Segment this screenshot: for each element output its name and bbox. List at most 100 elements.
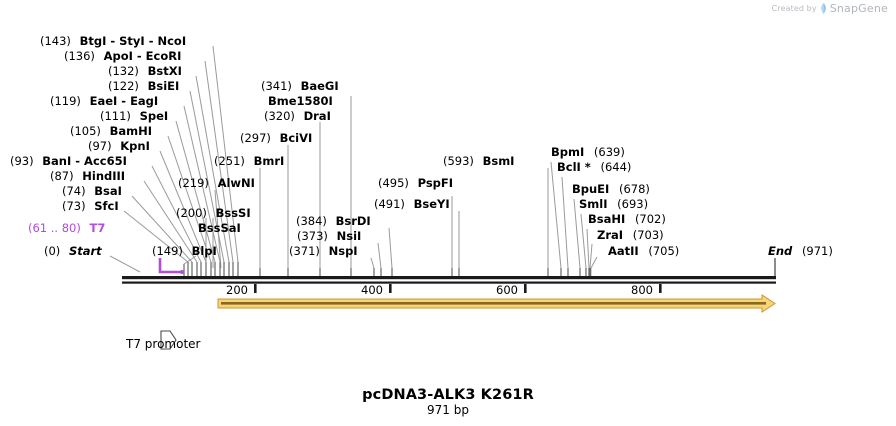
enzyme-names: ZraI bbox=[597, 228, 624, 242]
enzyme-position: (143) bbox=[40, 34, 71, 48]
leader-line bbox=[388, 227, 393, 269]
enzyme-label-693[interactable]: SmlI (693) bbox=[579, 198, 648, 210]
ruler-label-400: 400 bbox=[361, 283, 383, 297]
enzyme-label-149[interactable]: (149) BlpI bbox=[152, 245, 217, 257]
leader-line bbox=[151, 165, 202, 263]
enzyme-label-639[interactable]: BpmI (639) bbox=[551, 146, 625, 158]
enzyme-label-219[interactable]: (219) AlwNI bbox=[178, 177, 255, 189]
enzyme-label-111[interactable]: (111) SpeI bbox=[100, 110, 168, 122]
ruler-label-200: 200 bbox=[226, 283, 248, 297]
terminus-position: (971) bbox=[801, 244, 833, 258]
enzyme-label-132[interactable]: (132) BstXI bbox=[108, 65, 182, 77]
enzyme-position: (644) bbox=[600, 160, 632, 174]
enzyme-names: DraI bbox=[303, 109, 331, 123]
enzyme-label-341[interactable]: (341) BaeGI bbox=[261, 80, 339, 92]
enzyme-names: BciVI bbox=[279, 131, 313, 145]
enzyme-position: (73) bbox=[62, 199, 86, 213]
enzyme-label-371[interactable]: (371) NspI bbox=[289, 245, 358, 257]
snapgene-leaf-icon bbox=[820, 3, 827, 14]
leader-line bbox=[586, 228, 590, 269]
t7-promoter-marker[interactable] bbox=[158, 258, 184, 274]
enzyme-names: NspI bbox=[328, 244, 358, 258]
enzyme-label-73[interactable]: (73) SfcI bbox=[62, 200, 119, 212]
enzyme-position: (693) bbox=[617, 197, 649, 211]
enzyme-label-200[interactable]: (200) BssSI bbox=[176, 207, 251, 219]
leader-line bbox=[143, 180, 198, 263]
enzyme-position: (373) bbox=[297, 229, 328, 243]
leader-line bbox=[183, 105, 221, 263]
enzyme-position: (132) bbox=[108, 64, 139, 78]
enzyme-label-93[interactable]: (93) BanI - Acc65I bbox=[10, 155, 127, 167]
enzyme-position: (136) bbox=[64, 49, 95, 63]
enzyme-position: (105) bbox=[70, 124, 101, 138]
enzyme-label-122[interactable]: (122) BsiEI bbox=[108, 80, 179, 92]
feature-position: (61 .. 80) bbox=[28, 221, 81, 235]
leader-line-blpi bbox=[183, 255, 197, 265]
enzyme-label-87[interactable]: (87) HindIII bbox=[50, 170, 125, 182]
enzyme-position: (678) bbox=[618, 182, 650, 196]
enzyme-label-384[interactable]: (384) BsrDI bbox=[296, 215, 371, 227]
enzyme-position: (119) bbox=[50, 94, 81, 108]
enzyme-label-320[interactable]: (320) DraI bbox=[264, 110, 331, 122]
feature-label-t7[interactable]: (61 .. 80) T7 bbox=[28, 222, 105, 234]
enzyme-label-251[interactable]: (251) BmrI bbox=[214, 155, 284, 167]
enzyme-position: (93) bbox=[10, 154, 34, 168]
enzyme-label-105[interactable]: (105) BamHI bbox=[70, 125, 152, 137]
enzyme-position: (74) bbox=[62, 184, 86, 198]
enzyme-position: (111) bbox=[100, 109, 131, 123]
enzyme-names: SfcI bbox=[94, 199, 119, 213]
enzyme-label-491[interactable]: (491) BseYI bbox=[374, 198, 450, 210]
enzyme-label-74[interactable]: (74) BsaI bbox=[62, 185, 122, 197]
enzyme-names: BssSI bbox=[215, 206, 251, 220]
ruler-tick bbox=[389, 284, 392, 293]
enzyme-label-119[interactable]: (119) EaeI - EagI bbox=[50, 95, 158, 107]
enzyme-position: (705) bbox=[648, 244, 680, 258]
t7-promoter-glyph[interactable] bbox=[160, 330, 177, 350]
terminus-label-start[interactable]: (0) Start bbox=[44, 245, 102, 257]
enzyme-label-678[interactable]: BpuEI (678) bbox=[572, 183, 650, 195]
enzyme-names: BtgI - StyI - NcoI bbox=[79, 34, 187, 48]
enzyme-label-705[interactable]: AatII (705) bbox=[608, 245, 679, 257]
leader-line bbox=[214, 189, 222, 269]
enzyme-position: (495) bbox=[378, 176, 409, 190]
enzyme-names: AlwNI bbox=[217, 176, 255, 190]
enzyme-names: PspFI bbox=[417, 176, 454, 190]
enzyme-label-297[interactable]: (297) BciVI bbox=[240, 132, 312, 144]
enzyme-names: BpmI bbox=[551, 145, 585, 159]
leader-line bbox=[561, 176, 569, 269]
leader-line bbox=[131, 195, 193, 263]
enzyme-label-593[interactable]: (593) BsmI bbox=[443, 155, 514, 167]
enzyme-position: (297) bbox=[240, 131, 271, 145]
enzyme-position: (200) bbox=[176, 206, 207, 220]
enzyme-position: (122) bbox=[108, 79, 139, 93]
enzyme-names: BpuEI bbox=[572, 182, 610, 196]
enzyme-position: (320) bbox=[264, 109, 295, 123]
enzyme-label-495[interactable]: (495) PspFI bbox=[378, 177, 453, 189]
enzyme-names: SmlI bbox=[579, 197, 608, 211]
enzyme-label-341b[interactable]: Bme1580I bbox=[268, 95, 333, 107]
enzyme-label-97[interactable]: (97) KpnI bbox=[88, 140, 150, 152]
enzyme-label-702[interactable]: BsaHI (702) bbox=[588, 213, 666, 225]
enzyme-names: BseYI bbox=[413, 197, 450, 211]
enzyme-label-143[interactable]: (143) BtgI - StyI - NcoI bbox=[40, 35, 186, 47]
page-title: pcDNA3-ALK3 K261R bbox=[362, 387, 534, 403]
enzyme-label-373[interactable]: (373) NsiI bbox=[297, 230, 361, 242]
feature-name: T7 bbox=[89, 221, 106, 235]
enzyme-label-703[interactable]: ZraI (703) bbox=[597, 229, 664, 241]
enzyme-names: BanI - Acc65I bbox=[42, 154, 127, 168]
ruler-ticks bbox=[254, 284, 662, 293]
enzyme-position: (384) bbox=[296, 214, 327, 228]
cut-site-ticks bbox=[183, 262, 592, 277]
sequence-length: 971 bp bbox=[427, 403, 469, 417]
enzyme-label-644[interactable]: BclI * (644) bbox=[557, 161, 631, 173]
enzyme-label-200b[interactable]: BssSaI bbox=[198, 222, 241, 234]
leader-line bbox=[204, 60, 234, 263]
terminus-label-end[interactable]: End (971) bbox=[768, 245, 833, 257]
enzyme-label-136[interactable]: (136) ApoI - EcoRI bbox=[64, 50, 181, 62]
enzyme-names: BclI * bbox=[557, 160, 591, 174]
leader-line bbox=[212, 45, 239, 263]
orf-arrow[interactable] bbox=[217, 294, 776, 313]
enzyme-names: BsmI bbox=[482, 154, 515, 168]
ruler-label-800: 800 bbox=[631, 283, 653, 297]
enzyme-names: BlpI bbox=[191, 244, 217, 258]
